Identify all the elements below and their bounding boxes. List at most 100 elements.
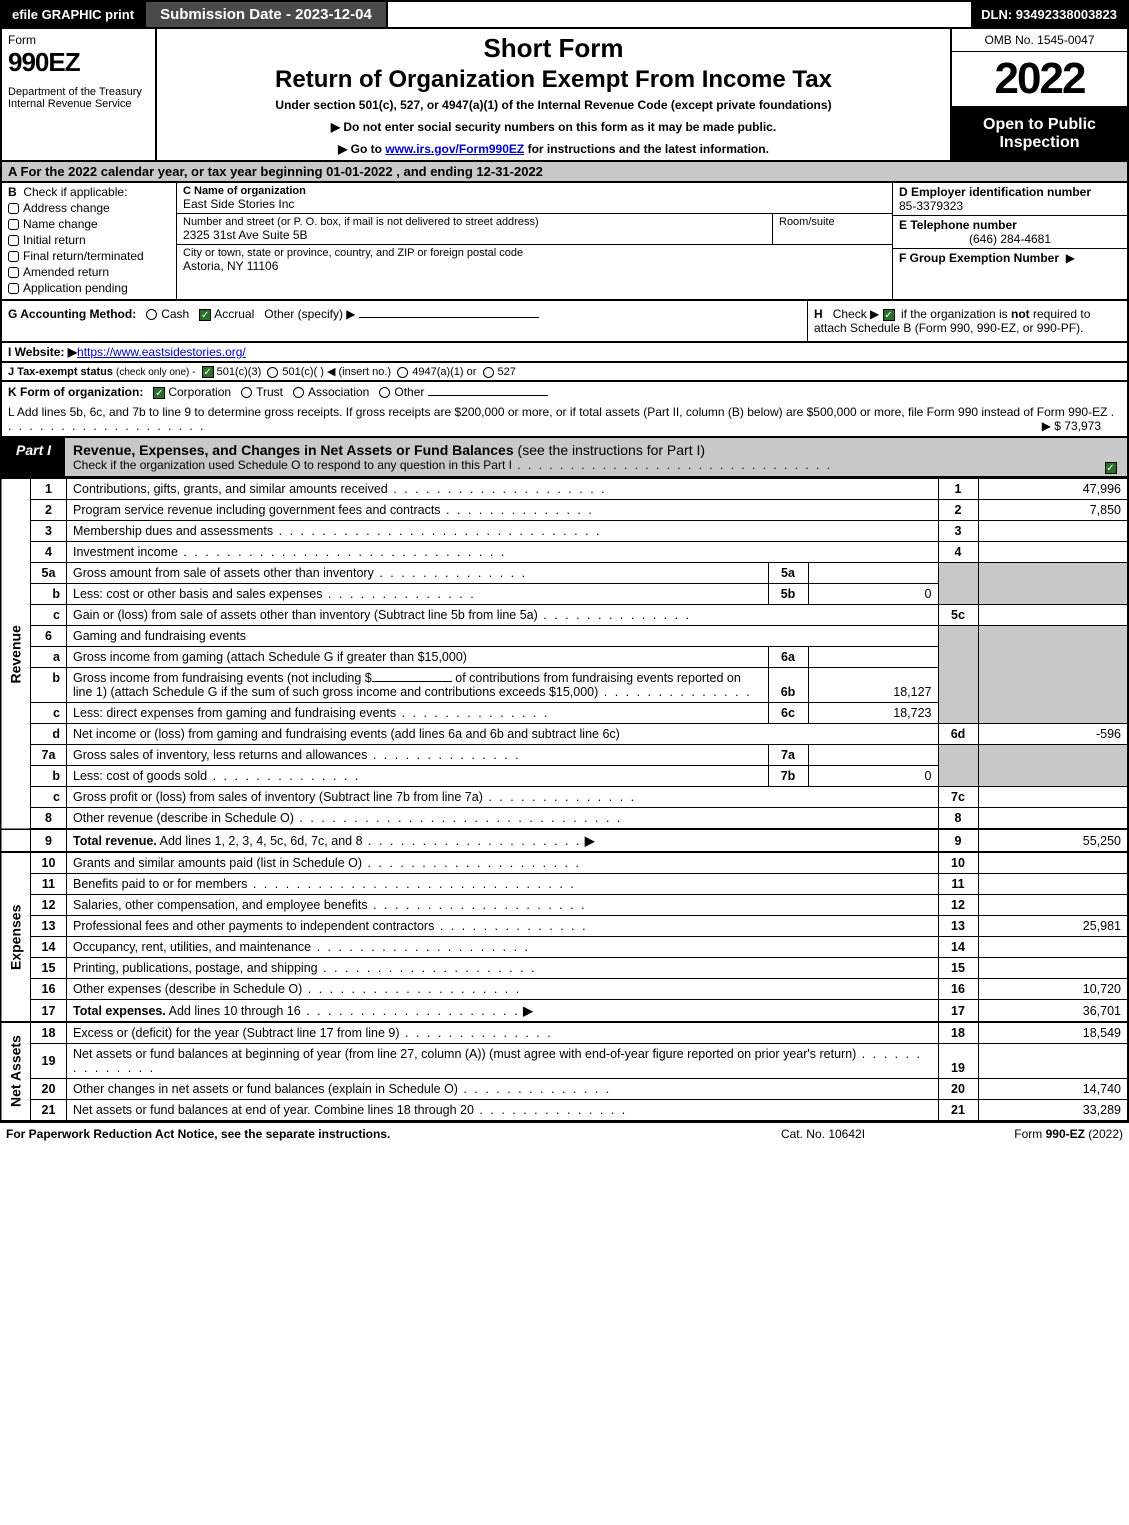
- form-id-block: Form 990EZ Department of the Treasury In…: [2, 29, 157, 160]
- return-title: Return of Organization Exempt From Incom…: [165, 66, 942, 94]
- part-i-checkline: Check if the organization used Schedule …: [73, 458, 512, 472]
- line-15: 15 Printing, publications, postage, and …: [1, 958, 1128, 979]
- h-txt2: if the organization is: [901, 307, 1011, 321]
- k-o4: Other: [394, 385, 424, 399]
- radio-icon[interactable]: [483, 367, 494, 378]
- top-bar: efile GRAPHIC print Submission Date - 20…: [0, 0, 1129, 29]
- irs-link[interactable]: www.irs.gov/Form990EZ: [385, 142, 524, 156]
- ein-val: 85-3379323: [899, 199, 963, 213]
- city-lbl: City or town, state or province, country…: [183, 247, 886, 259]
- line-5a: 5a Gross amount from sale of assets othe…: [1, 563, 1128, 584]
- website-link[interactable]: https://www.eastsidestories.org/: [77, 345, 246, 359]
- line-6b: b Gross income from fundraising events (…: [1, 668, 1128, 703]
- checked-icon[interactable]: ✓: [202, 366, 214, 378]
- section-i: I Website: ▶https://www.eastsidestories.…: [0, 343, 1129, 363]
- checked-icon[interactable]: ✓: [199, 309, 211, 321]
- opt-address[interactable]: Address change: [8, 201, 170, 215]
- g-lbl: G Accounting Method:: [8, 307, 136, 321]
- dept-label: Department of the Treasury Internal Reve…: [8, 86, 149, 110]
- form-word: Form: [8, 33, 149, 47]
- line-10: Expenses 10 Grants and similar amounts p…: [1, 852, 1128, 874]
- sidelabel-revenue: Revenue: [1, 479, 31, 830]
- g-cash: Cash: [161, 307, 189, 321]
- j-o3: 4947(a)(1) or: [412, 366, 476, 378]
- section-h: H Check ▶ ✓ if the organization is not r…: [807, 301, 1127, 341]
- warning-ssn: ▶ Do not enter social security numbers o…: [165, 120, 942, 134]
- line-7b: b Less: cost of goods sold 7b 0: [1, 766, 1128, 787]
- room-suite-lbl: Room/suite: [772, 214, 892, 244]
- k-lbl: K Form of organization:: [8, 385, 143, 399]
- checkbox-icon: [8, 283, 19, 294]
- k-o2: Trust: [256, 385, 283, 399]
- title-block: Short Form Return of Organization Exempt…: [157, 29, 952, 160]
- radio-icon[interactable]: [241, 387, 252, 398]
- line-13: 13 Professional fees and other payments …: [1, 916, 1128, 937]
- tax-year: 2022: [952, 52, 1127, 107]
- line-5b: b Less: cost or other basis and sales ex…: [1, 584, 1128, 605]
- l-txt: L Add lines 5b, 6c, and 7b to line 9 to …: [8, 405, 1107, 419]
- radio-icon[interactable]: [146, 309, 157, 320]
- opt-name[interactable]: Name change: [8, 217, 170, 231]
- l-amt: ▶ $ 73,973: [1042, 419, 1101, 433]
- radio-icon[interactable]: [397, 367, 408, 378]
- section-def: D Employer identification number 85-3379…: [892, 183, 1127, 299]
- efile-label: efile GRAPHIC print: [2, 2, 146, 27]
- city-val: Astoria, NY 11106: [183, 259, 886, 273]
- opt-final[interactable]: Final return/terminated: [8, 249, 170, 263]
- f-lbl: F Group Exemption Number: [899, 251, 1059, 265]
- topbar-spacer: [388, 2, 971, 27]
- line-14: 14 Occupancy, rent, utilities, and maint…: [1, 937, 1128, 958]
- opt-amended[interactable]: Amended return: [8, 265, 170, 279]
- b-check: Check if applicable:: [23, 185, 127, 199]
- b-label: B: [8, 185, 17, 199]
- goto-post: for instructions and the latest informat…: [524, 142, 769, 156]
- c-name-lbl: C Name of organization: [183, 185, 306, 197]
- line-7a: 7a Gross sales of inventory, less return…: [1, 745, 1128, 766]
- j-o2: 501(c)( ) ◀ (insert no.): [282, 366, 391, 378]
- line-20: 20 Other changes in net assets or fund b…: [1, 1079, 1128, 1100]
- short-form-title: Short Form: [165, 33, 942, 64]
- open-to-public: Open to Public Inspection: [952, 107, 1127, 160]
- section-c: C Name of organization East Side Stories…: [177, 183, 892, 299]
- sidelabel-expenses: Expenses: [1, 852, 31, 1022]
- part-i-checkbox[interactable]: ✓: [1097, 438, 1127, 476]
- opt-pending[interactable]: Application pending: [8, 281, 170, 295]
- line-6c: c Less: direct expenses from gaming and …: [1, 703, 1128, 724]
- footer-left: For Paperwork Reduction Act Notice, see …: [6, 1127, 723, 1141]
- street-val: 2325 31st Ave Suite 5B: [183, 228, 766, 242]
- checked-icon[interactable]: ✓: [883, 309, 895, 321]
- h-not: not: [1011, 307, 1030, 321]
- checkbox-icon: [8, 203, 19, 214]
- part-i-tab: Part I: [2, 438, 65, 476]
- f-arrow: ▶: [1066, 251, 1075, 265]
- h-lbl: H: [814, 307, 823, 321]
- d-lbl: D Employer identification number: [899, 185, 1091, 199]
- radio-icon[interactable]: [267, 367, 278, 378]
- e-lbl: E Telephone number: [899, 218, 1017, 232]
- checkbox-icon: [8, 235, 19, 246]
- line-12: 12 Salaries, other compensation, and emp…: [1, 895, 1128, 916]
- line-6a: a Gross income from gaming (attach Sched…: [1, 647, 1128, 668]
- checkbox-icon: [8, 251, 19, 262]
- j-lbl: J Tax-exempt status: [8, 366, 113, 378]
- opt-initial[interactable]: Initial return: [8, 233, 170, 247]
- sidelabel-netassets: Net Assets: [1, 1022, 31, 1121]
- h-check: Check ▶: [833, 307, 880, 321]
- section-gh: G Accounting Method: Cash ✓Accrual Other…: [0, 301, 1129, 343]
- checkbox-icon: [8, 219, 19, 230]
- line-18: Net Assets 18 Excess or (deficit) for th…: [1, 1022, 1128, 1044]
- radio-icon[interactable]: [293, 387, 304, 398]
- street-lbl: Number and street (or P. O. box, if mail…: [183, 216, 766, 228]
- dln-label: DLN: 93492338003823: [971, 2, 1127, 27]
- k-o3: Association: [308, 385, 369, 399]
- section-bcdef: B Check if applicable: Address change Na…: [0, 183, 1129, 301]
- section-j: J Tax-exempt status (check only one) - ✓…: [0, 363, 1129, 382]
- section-k: K Form of organization: ✓Corporation Tru…: [0, 382, 1129, 402]
- checked-icon[interactable]: ✓: [153, 387, 165, 399]
- line-1: Revenue 1 Contributions, gifts, grants, …: [1, 479, 1128, 500]
- j-sub: (check only one) -: [116, 367, 195, 378]
- line-7c: c Gross profit or (loss) from sales of i…: [1, 787, 1128, 808]
- right-block: OMB No. 1545-0047 2022 Open to Public In…: [952, 29, 1127, 160]
- radio-icon[interactable]: [379, 387, 390, 398]
- submission-date: Submission Date - 2023-12-04: [146, 2, 388, 27]
